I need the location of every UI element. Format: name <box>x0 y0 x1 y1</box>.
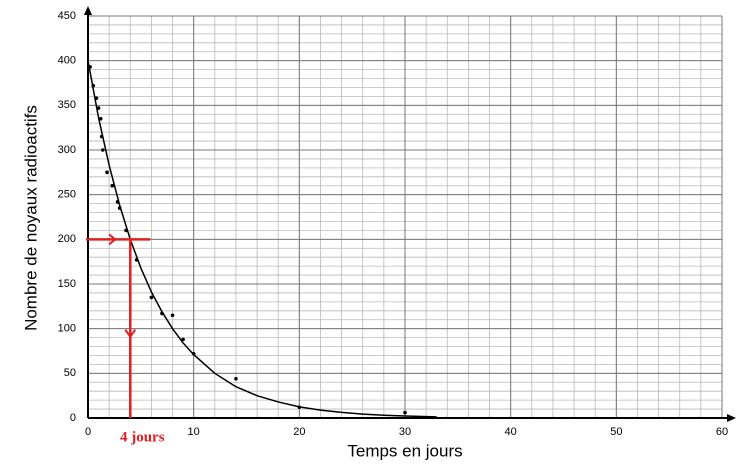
data-point <box>124 228 128 233</box>
vline-arrow <box>124 329 137 338</box>
y-axis-arrow <box>84 6 92 15</box>
data-point <box>191 351 196 356</box>
data-point <box>110 183 115 188</box>
x-tick-label: 60 <box>716 426 728 438</box>
data-point <box>98 116 103 121</box>
x-tick-label: 10 <box>188 426 200 438</box>
data-point <box>99 134 104 139</box>
fit-curve <box>87 60 437 418</box>
data-point <box>170 313 175 318</box>
annotation-label: 4 jours <box>120 429 165 445</box>
y-tick-label: 350 <box>58 99 76 111</box>
data-point <box>297 405 302 410</box>
x-axis-title: Temps en jours <box>347 441 462 460</box>
x-tick-label: 20 <box>293 426 305 438</box>
y-tick-label: 50 <box>64 367 76 379</box>
data-point <box>234 376 238 381</box>
y-axis-title: Nombre de noyaux radioactifs <box>21 105 40 331</box>
y-tick-label: 250 <box>58 189 76 201</box>
y-tick-label: 0 <box>70 412 76 424</box>
x-tick-label: 50 <box>610 426 622 438</box>
data-point <box>403 410 407 415</box>
y-tick-label: 100 <box>58 323 76 335</box>
x-tick-label: 30 <box>399 426 411 438</box>
data-point <box>181 337 185 342</box>
y-tick-label: 400 <box>58 55 76 67</box>
y-tick-label: 300 <box>58 144 76 156</box>
data-point <box>96 106 101 110</box>
data-point <box>134 258 139 262</box>
data-point <box>149 295 154 300</box>
hline-arrow <box>108 233 116 246</box>
x-axis-arrow <box>727 414 736 422</box>
x-tick-label: 40 <box>505 426 517 438</box>
data-point <box>88 65 92 69</box>
y-tick-label: 450 <box>58 10 76 22</box>
data-point <box>105 170 109 175</box>
y-tick-label: 200 <box>58 233 76 245</box>
y-tick-label: 150 <box>58 278 76 290</box>
data-point <box>100 148 105 152</box>
x-tick-label: 0 <box>85 426 91 438</box>
data-point <box>91 83 96 88</box>
data-point <box>94 96 99 100</box>
data-point <box>160 311 164 316</box>
data-point <box>117 206 122 210</box>
data-point <box>115 200 120 204</box>
